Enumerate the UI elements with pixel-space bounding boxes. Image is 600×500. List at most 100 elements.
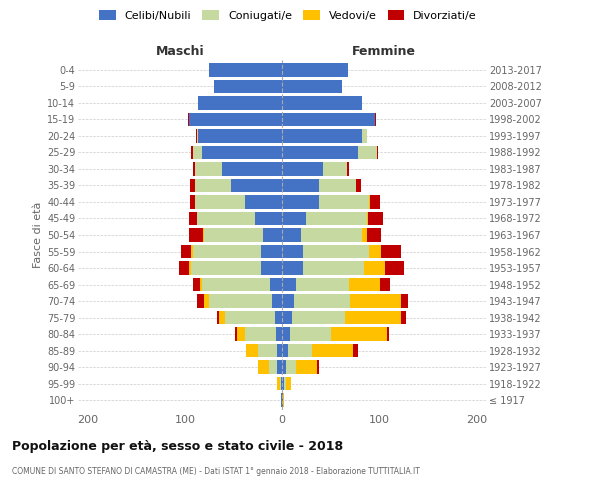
Bar bbox=[323, 162, 347, 175]
Bar bbox=[370, 195, 380, 209]
Bar bbox=[199, 129, 282, 142]
Bar bbox=[367, 212, 368, 226]
Bar bbox=[282, 178, 319, 192]
Bar bbox=[219, 311, 224, 324]
Bar bbox=[189, 261, 191, 275]
Bar bbox=[263, 228, 282, 242]
Bar bbox=[401, 311, 406, 324]
Bar bbox=[222, 162, 282, 175]
Bar bbox=[280, 377, 281, 390]
Legend: Celibi/Nubili, Coniugati/e, Vedovi/e, Divorziati/e: Celibi/Nubili, Coniugati/e, Vedovi/e, Di… bbox=[95, 6, 481, 25]
Bar bbox=[194, 195, 245, 209]
Bar bbox=[277, 377, 280, 390]
Text: COMUNE DI SANTO STEFANO DI CAMASTRA (ME) - Dati ISTAT 1° gennaio 2018 - Elaboraz: COMUNE DI SANTO STEFANO DI CAMASTRA (ME)… bbox=[12, 468, 420, 476]
Bar bbox=[217, 311, 219, 324]
Bar bbox=[260, 244, 282, 258]
Bar bbox=[245, 328, 276, 341]
Text: Femmine: Femmine bbox=[352, 46, 416, 59]
Bar bbox=[368, 212, 383, 226]
Bar bbox=[358, 146, 377, 159]
Bar bbox=[282, 328, 290, 341]
Bar bbox=[301, 228, 362, 242]
Bar bbox=[288, 344, 312, 358]
Bar bbox=[282, 112, 375, 126]
Bar bbox=[282, 360, 286, 374]
Bar bbox=[238, 328, 245, 341]
Bar bbox=[235, 328, 238, 341]
Bar bbox=[282, 63, 348, 76]
Bar bbox=[200, 278, 202, 291]
Bar bbox=[190, 195, 194, 209]
Bar bbox=[190, 178, 194, 192]
Bar bbox=[209, 294, 272, 308]
Bar bbox=[349, 278, 380, 291]
Bar bbox=[269, 360, 277, 374]
Bar bbox=[281, 394, 282, 407]
Bar bbox=[282, 278, 296, 291]
Bar bbox=[364, 261, 385, 275]
Bar bbox=[312, 344, 353, 358]
Bar bbox=[385, 261, 404, 275]
Bar bbox=[194, 162, 222, 175]
Bar bbox=[306, 212, 367, 226]
Bar bbox=[209, 63, 282, 76]
Bar bbox=[282, 146, 358, 159]
Bar bbox=[292, 311, 345, 324]
Bar bbox=[179, 261, 189, 275]
Bar bbox=[271, 278, 282, 291]
Bar bbox=[282, 344, 288, 358]
Bar bbox=[282, 311, 292, 324]
Bar bbox=[181, 244, 191, 258]
Bar bbox=[353, 344, 358, 358]
Bar bbox=[277, 344, 282, 358]
Bar bbox=[375, 112, 376, 126]
Bar bbox=[381, 244, 401, 258]
Bar bbox=[282, 129, 362, 142]
Bar bbox=[284, 377, 286, 390]
Bar bbox=[204, 228, 263, 242]
Bar bbox=[193, 278, 200, 291]
Bar bbox=[282, 80, 342, 93]
Bar bbox=[362, 228, 367, 242]
Bar bbox=[304, 244, 370, 258]
Bar bbox=[191, 261, 260, 275]
Bar bbox=[188, 112, 189, 126]
Bar bbox=[255, 212, 282, 226]
Y-axis label: Fasce di età: Fasce di età bbox=[32, 202, 43, 268]
Bar bbox=[377, 146, 378, 159]
Bar bbox=[277, 360, 282, 374]
Bar bbox=[224, 311, 275, 324]
Bar bbox=[319, 195, 370, 209]
Bar bbox=[193, 146, 202, 159]
Bar bbox=[193, 162, 194, 175]
Bar bbox=[203, 228, 204, 242]
Bar bbox=[350, 294, 401, 308]
Bar bbox=[304, 261, 364, 275]
Bar bbox=[189, 112, 282, 126]
Bar bbox=[401, 294, 408, 308]
Bar bbox=[286, 360, 296, 374]
Bar bbox=[370, 244, 381, 258]
Bar bbox=[276, 328, 282, 341]
Bar bbox=[199, 96, 282, 110]
Bar bbox=[286, 377, 291, 390]
Bar bbox=[202, 146, 282, 159]
Bar bbox=[282, 195, 319, 209]
Bar bbox=[191, 244, 193, 258]
Bar bbox=[296, 360, 317, 374]
Bar bbox=[293, 294, 350, 308]
Bar bbox=[260, 261, 282, 275]
Bar bbox=[296, 278, 349, 291]
Bar bbox=[258, 344, 277, 358]
Bar bbox=[317, 360, 319, 374]
Bar bbox=[387, 328, 389, 341]
Bar bbox=[245, 195, 282, 209]
Bar bbox=[281, 377, 282, 390]
Bar bbox=[282, 261, 304, 275]
Bar bbox=[282, 244, 304, 258]
Bar bbox=[282, 162, 323, 175]
Bar bbox=[194, 178, 232, 192]
Text: Popolazione per età, sesso e stato civile - 2018: Popolazione per età, sesso e stato civil… bbox=[12, 440, 343, 453]
Bar bbox=[189, 212, 197, 226]
Bar bbox=[347, 162, 349, 175]
